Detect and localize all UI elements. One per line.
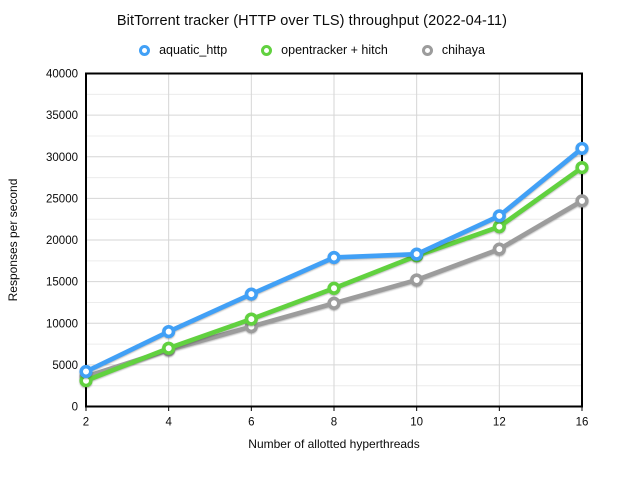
data-point-marker bbox=[327, 296, 341, 310]
legend-label: aquatic_http bbox=[159, 43, 228, 57]
legend-marker-icon bbox=[139, 44, 151, 56]
data-point-marker bbox=[162, 324, 176, 339]
legend-marker-icon bbox=[421, 44, 433, 56]
y-tick-label: 10000 bbox=[46, 318, 78, 330]
legend-marker-icon bbox=[261, 44, 273, 56]
data-point-marker bbox=[410, 247, 424, 261]
data-point-marker bbox=[327, 281, 341, 295]
legend-label: opentracker + hitch bbox=[281, 43, 388, 57]
legend-label: chihaya bbox=[441, 43, 485, 57]
y-tick-label: 30000 bbox=[46, 152, 78, 164]
x-tick-label: 4 bbox=[165, 417, 172, 429]
data-point-marker bbox=[575, 194, 589, 208]
x-tick-label: 16 bbox=[576, 417, 589, 429]
y-tick-label: 0 bbox=[72, 402, 78, 414]
y-tick-label: 5000 bbox=[52, 360, 78, 372]
data-point-marker bbox=[244, 287, 258, 301]
data-point-marker bbox=[575, 160, 589, 175]
data-point-marker bbox=[492, 209, 506, 223]
y-tick-label: 15000 bbox=[46, 277, 78, 289]
x-tick-label: 10 bbox=[410, 417, 423, 429]
chart-title: BitTorrent tracker (HTTP over TLS) throu… bbox=[116, 13, 508, 29]
y-axis-title: Responses per second bbox=[6, 179, 20, 302]
data-point-marker bbox=[410, 273, 424, 287]
series-aquatic_http bbox=[79, 141, 589, 379]
y-tick-label: 40000 bbox=[46, 69, 78, 81]
legend-item-aquatic_http: aquatic_http bbox=[139, 43, 227, 57]
data-point-marker bbox=[492, 242, 506, 256]
x-tick-label: 2 bbox=[83, 417, 89, 429]
data-point-marker bbox=[162, 341, 176, 355]
x-tick-label: 12 bbox=[493, 417, 506, 429]
legend-item-chihaya: chihaya bbox=[421, 43, 485, 57]
data-point-marker bbox=[327, 250, 341, 265]
x-tick-label: 8 bbox=[331, 417, 337, 429]
legend-item-opentracker-hitch: opentracker + hitch bbox=[261, 43, 388, 57]
x-axis-title: Number of allotted hyperthreads bbox=[248, 437, 419, 451]
data-point-marker bbox=[79, 364, 93, 379]
x-tick-label: 6 bbox=[248, 417, 254, 429]
y-tick-label: 20000 bbox=[46, 235, 78, 247]
y-tick-label: 25000 bbox=[46, 193, 78, 205]
data-point-marker bbox=[244, 312, 258, 326]
plot-frame bbox=[85, 72, 583, 408]
data-point-marker bbox=[492, 220, 506, 234]
chart-legend: aquatic_http opentracker + hitch chihaya bbox=[0, 43, 624, 57]
data-point-marker bbox=[575, 141, 589, 156]
y-tick-label: 35000 bbox=[46, 110, 78, 122]
